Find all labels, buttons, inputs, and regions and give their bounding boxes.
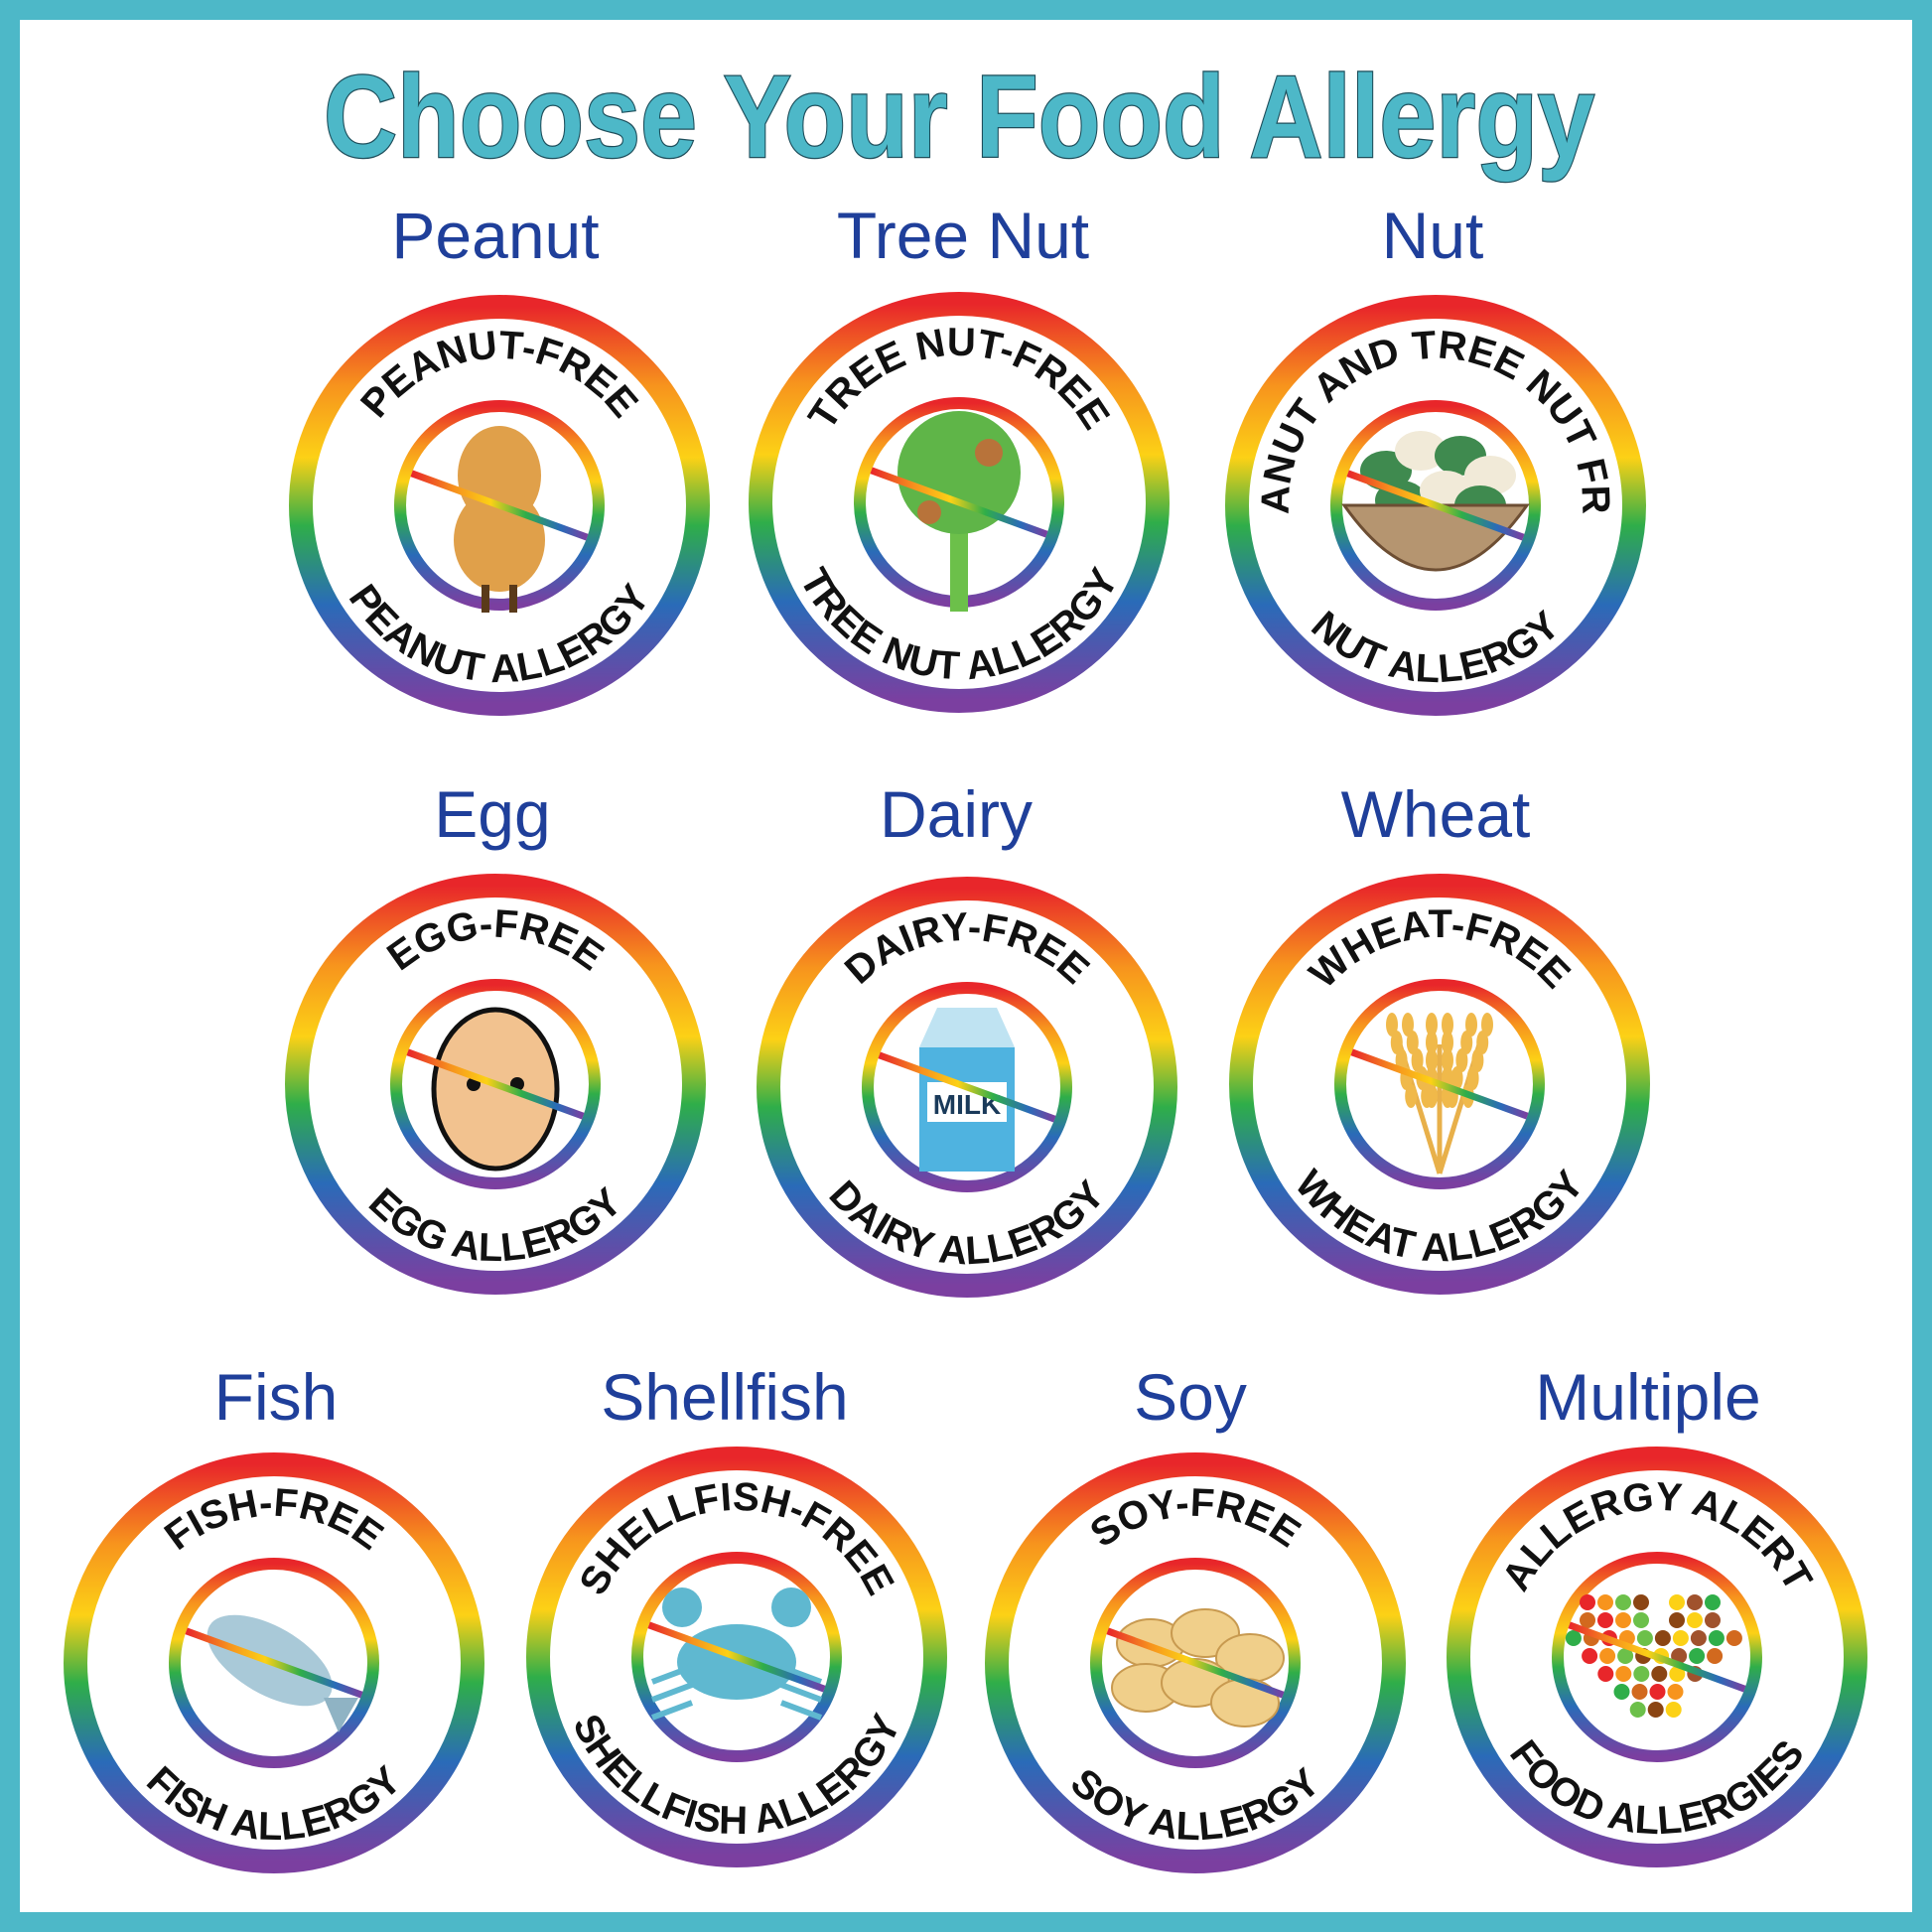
badge-label: Egg: [434, 777, 550, 851]
badge-label: Peanut: [391, 199, 599, 272]
soybean-icon: [1111, 1608, 1285, 1727]
badge-label: Tree Nut: [837, 199, 1089, 272]
page-title: Choose Your Food Allergy: [324, 52, 1594, 183]
prohibition-stripe: [406, 1048, 585, 1120]
badge-label: Nut: [1382, 199, 1484, 272]
prohibition-stripe: [1346, 470, 1525, 541]
prohibition-stripe: [647, 1621, 826, 1693]
prohibition-stripe: [185, 1627, 363, 1699]
badge-label: Shellfish: [601, 1360, 848, 1434]
badge-label: Wheat: [1341, 777, 1531, 851]
tree-icon: [897, 411, 1021, 612]
prohibition-stripe: [410, 470, 589, 541]
prohibition-stripe: [1350, 1048, 1529, 1120]
prohibition-stripe: [878, 1051, 1056, 1123]
prohibition-stripe: [870, 467, 1048, 538]
prohibition-stripe: [1106, 1627, 1285, 1699]
badge-label: Dairy: [880, 777, 1033, 851]
milk-carton-icon: MILK: [919, 1008, 1015, 1172]
badge-label: Soy: [1134, 1360, 1247, 1434]
badge-label: Multiple: [1535, 1360, 1760, 1434]
egg-icon: [431, 1007, 560, 1172]
prohibition-stripe: [1568, 1621, 1746, 1693]
badge-label: Fish: [214, 1360, 339, 1434]
